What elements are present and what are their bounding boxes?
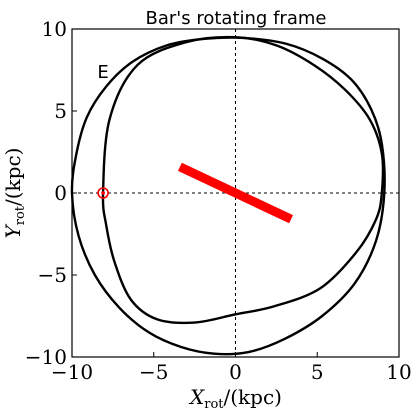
annotation-label: E xyxy=(97,62,108,83)
y-tick-label: 0 xyxy=(54,181,67,205)
y-axis-label-unit: /(kpc) xyxy=(1,148,25,206)
x-axis-label: Xrot/(kpc) xyxy=(188,385,282,412)
sun-marker-ring xyxy=(97,187,109,199)
x-tick-label: 10 xyxy=(386,360,411,384)
x-axis-label-sub: rot xyxy=(204,397,224,412)
x-axis: −10 −5 0 5 10 xyxy=(51,352,412,384)
y-axis-label-sub: rot xyxy=(13,205,28,225)
x-tick-label: 5 xyxy=(311,360,324,384)
y-axis: −10 −5 0 5 10 xyxy=(25,17,77,369)
orbit-line-1 xyxy=(70,36,386,356)
x-axis-label-unit: /(kpc) xyxy=(224,385,282,409)
sun-marker-dot xyxy=(101,191,105,195)
x-tick-label: −5 xyxy=(139,360,168,384)
x-tick-label: 0 xyxy=(229,360,242,384)
plot-area: E xyxy=(70,28,400,358)
x-axis-label-var: X xyxy=(188,385,205,409)
y-tick-label: 5 xyxy=(54,99,67,123)
y-tick-label: −5 xyxy=(38,263,67,287)
y-tick-label: 10 xyxy=(42,17,67,41)
y-axis-label-var: Y xyxy=(1,223,25,238)
x-tick-label: −10 xyxy=(51,360,93,384)
orbit-line-2 xyxy=(101,35,385,325)
chart-title: Bar's rotating frame xyxy=(146,8,327,29)
y-tick-label: −10 xyxy=(25,345,67,369)
galactic-bar xyxy=(177,162,294,224)
y-axis-label: Yrot/(kpc) xyxy=(1,148,28,239)
